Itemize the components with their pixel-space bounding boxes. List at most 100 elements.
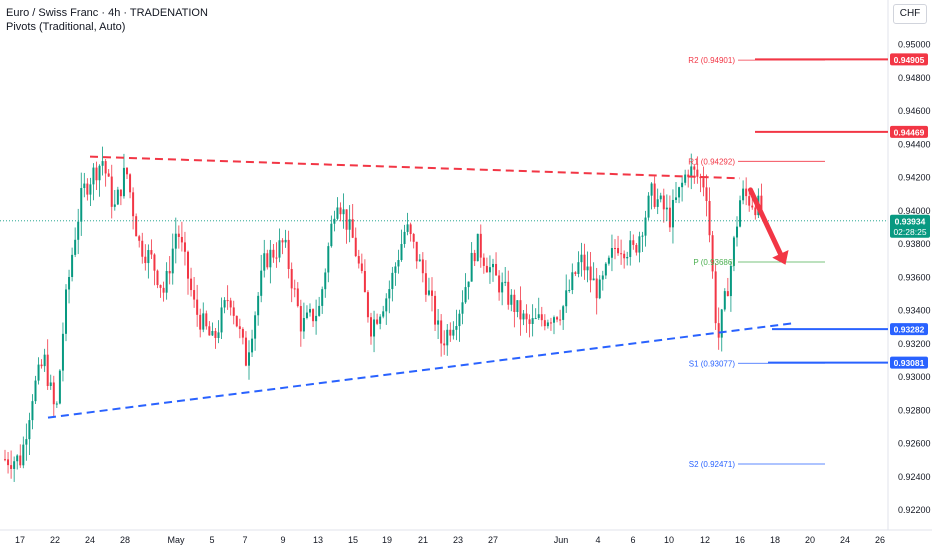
candle-body: [745, 188, 748, 197]
y-tick-label: 0.94400: [898, 139, 931, 149]
x-tick-label: 6: [630, 535, 635, 545]
candle-body: [629, 240, 632, 258]
candle-body: [354, 237, 357, 257]
plot-area[interactable]: R2 (0.94901) R1 (0.94292) P (0.93686) S1 (0…: [0, 0, 932, 531]
candle-body: [244, 337, 247, 366]
x-tick-label: 10: [664, 535, 674, 545]
candle-body: [287, 239, 290, 269]
candle-body: [28, 420, 31, 440]
x-tick-label: 18: [770, 535, 780, 545]
candle-body: [406, 224, 409, 232]
candle-body: [415, 241, 418, 262]
candle-body: [662, 195, 665, 210]
pivot-label-p: P (0.93686): [693, 258, 735, 267]
candle-body: [537, 314, 540, 319]
pivot-label-r2: R2 (0.94901): [688, 56, 735, 65]
candle-body: [708, 201, 711, 236]
candle-body: [577, 262, 580, 274]
candle-body: [604, 263, 607, 276]
candle-body: [693, 166, 696, 170]
price-axis[interactable]: 0.95000 0.94800 0.94600 0.94400 0.94200 0.940…: [890, 40, 931, 515]
candle-body: [534, 318, 537, 320]
candle-body: [190, 278, 193, 291]
candle-body: [510, 294, 513, 305]
candle-body: [476, 233, 479, 262]
pivot-label-s1: S1 (0.93077): [689, 359, 736, 368]
x-tick-label: 15: [348, 535, 358, 545]
symbol-title: Euro / Swiss Franc · 4h · TRADENATION: [6, 7, 208, 19]
candle-body: [443, 343, 446, 346]
candle-body: [668, 207, 671, 228]
candle-body: [351, 219, 354, 238]
candle-body: [409, 224, 412, 235]
candle-body: [229, 300, 232, 308]
candle-body: [208, 326, 211, 336]
x-tick-label: 9: [280, 535, 285, 545]
candle-body: [427, 290, 430, 295]
candle-body: [580, 254, 583, 263]
candle-body: [110, 176, 113, 207]
resistance-trendline[interactable]: [89, 155, 741, 180]
candle-body: [653, 183, 656, 207]
candle-body: [540, 314, 543, 321]
candle-body: [129, 174, 132, 193]
candle-body: [309, 309, 311, 313]
candle-body: [583, 254, 586, 271]
candle-body: [528, 319, 531, 324]
candle-body: [397, 260, 400, 267]
y-tick-label: 0.92400: [898, 472, 931, 482]
pivot-label-r1: R1 (0.94292): [688, 157, 735, 166]
candle-body: [385, 298, 388, 312]
candle-body: [546, 322, 549, 327]
candle-body: [238, 326, 241, 330]
x-tick-label: 16: [735, 535, 745, 545]
currency-button[interactable]: CHF: [893, 4, 927, 24]
candle-body: [156, 270, 159, 286]
candle-body: [95, 167, 98, 181]
candle-body: [620, 253, 623, 255]
candle-body: [617, 248, 620, 254]
candle-body: [650, 183, 653, 196]
candle-body: [83, 183, 86, 189]
x-tick-label: May: [167, 535, 185, 545]
y-tick-label: 0.94000: [898, 206, 931, 216]
candle-body: [391, 272, 394, 290]
support-trendline[interactable]: [47, 321, 797, 419]
candle-body: [632, 240, 635, 245]
candle-body: [531, 318, 534, 324]
candle-body: [360, 263, 363, 272]
candle-body: [104, 161, 107, 174]
candle-body: [614, 248, 616, 250]
candle-body: [488, 267, 491, 273]
candle-body: [714, 271, 717, 324]
x-tick-label: 27: [488, 535, 498, 545]
candle-body: [736, 226, 738, 238]
candle-body: [315, 315, 318, 322]
candle-body: [89, 184, 92, 195]
current-price-text: 0.93934: [895, 216, 926, 226]
candle-body: [638, 236, 641, 253]
time-axis[interactable]: 17 22 24 28 May 5 7 9 13 15 19 21 23 27 Jun 4 6 10 12 16 18 2…: [15, 535, 885, 545]
candle-body: [461, 302, 464, 314]
candle-body: [589, 266, 592, 281]
candle-body: [437, 320, 440, 325]
candle-body: [241, 329, 244, 338]
candle-body: [68, 276, 71, 290]
candle-body: [257, 295, 260, 316]
candle-body: [260, 270, 263, 296]
candle-body: [467, 281, 470, 288]
candle-body: [357, 256, 360, 264]
candle-body: [571, 272, 574, 290]
candle-body: [595, 278, 598, 299]
candle-body: [263, 253, 266, 271]
candle-body: [678, 187, 681, 198]
chart-legend: Euro / Swiss Franc · 4h · TRADENATION Pi…: [6, 6, 208, 34]
candle-body: [485, 265, 488, 273]
candle-body: [305, 312, 308, 318]
candle-body: [574, 272, 577, 274]
candle-body: [440, 320, 443, 344]
candle-body: [327, 246, 330, 273]
candle-body: [205, 313, 208, 327]
candle-body: [251, 338, 254, 353]
